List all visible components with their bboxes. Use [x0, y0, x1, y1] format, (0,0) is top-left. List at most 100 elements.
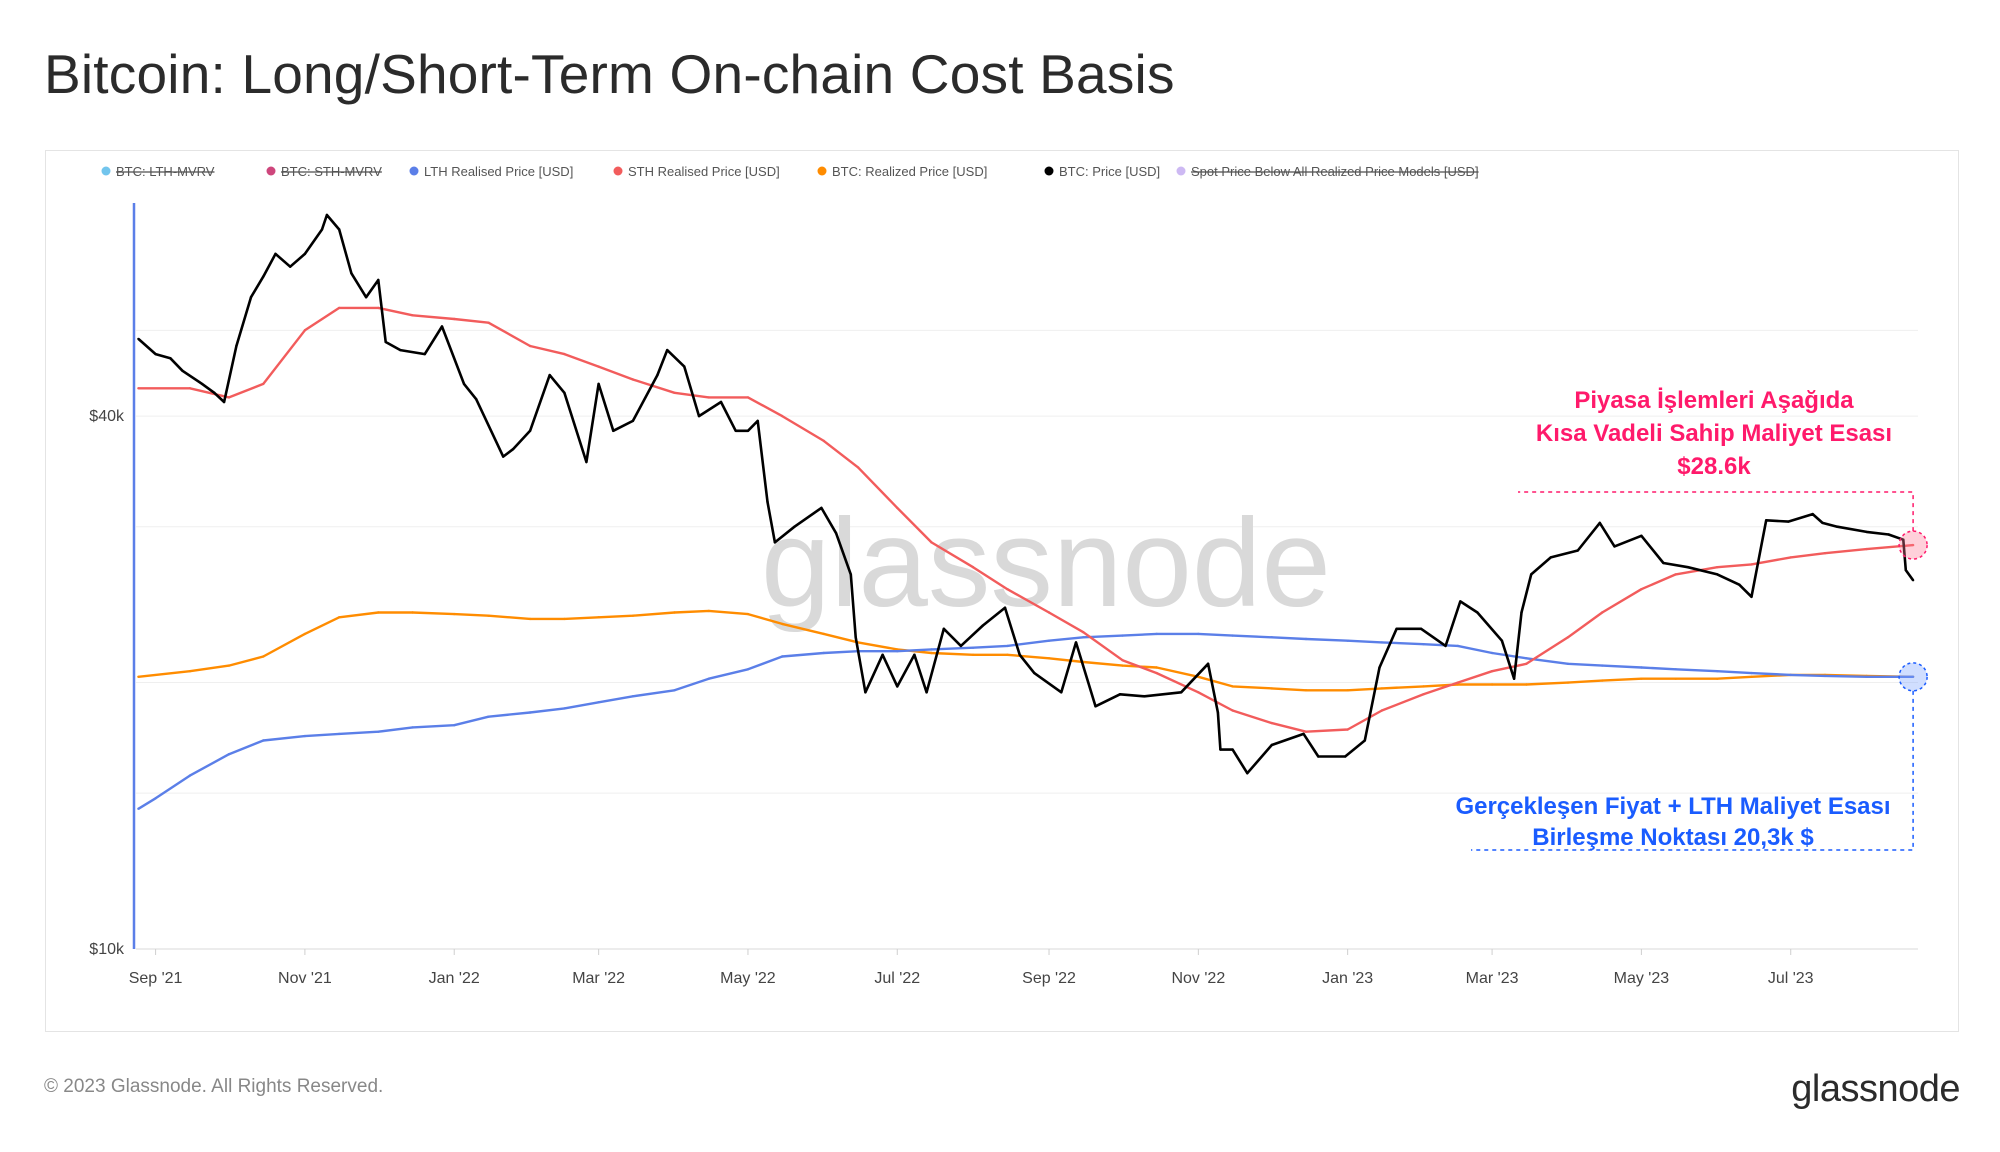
data-point: [1750, 563, 1753, 566]
data-point: [673, 689, 676, 692]
data-point: [1231, 748, 1234, 751]
data-point: [1789, 673, 1792, 677]
data-point: [338, 616, 341, 619]
data-point: [303, 329, 307, 332]
x-tick-label: Sep '21: [129, 970, 183, 987]
data-point: [377, 306, 380, 310]
data-point: [411, 726, 414, 729]
data-point: [1911, 543, 1915, 547]
data-point: [1738, 583, 1741, 586]
data-point: [1640, 588, 1643, 591]
data-point: [502, 455, 505, 458]
data-point: [1231, 709, 1234, 712]
data-point: [303, 734, 307, 738]
y-tick-label: $10k: [89, 941, 125, 958]
data-point: [1500, 639, 1504, 642]
data-point: [766, 500, 769, 504]
data-point: [528, 711, 532, 714]
data-point: [462, 382, 466, 386]
sth-realised-price-line: [138, 306, 1914, 733]
data-point: [1576, 549, 1580, 552]
data-point: [1640, 666, 1643, 669]
data-point: [1490, 670, 1494, 673]
data-point: [981, 624, 985, 627]
data-point: [1346, 689, 1349, 692]
legend-item[interactable]: BTC: Price [USD]: [1044, 164, 1161, 179]
data-point: [1380, 687, 1384, 690]
data-point: [1789, 556, 1792, 559]
y-tick-label: $40k: [89, 408, 125, 425]
data-point: [188, 774, 192, 777]
data-point: [822, 651, 825, 655]
legend-item[interactable]: Spot Price Below All Realized Price Mode…: [1176, 164, 1479, 179]
x-tick-label: Jul '23: [1768, 970, 1814, 987]
data-point: [1304, 637, 1308, 641]
data-point: [320, 228, 324, 231]
data-point: [1444, 644, 1447, 648]
data-point: [1302, 732, 1305, 736]
data-point: [1716, 573, 1719, 576]
series: [137, 213, 1915, 810]
data-point: [1904, 568, 1908, 572]
data-point: [925, 691, 928, 694]
data-point: [781, 414, 784, 418]
data-point: [1765, 519, 1768, 522]
data-point: [1640, 534, 1643, 537]
data-point: [222, 400, 226, 404]
data-point: [1566, 681, 1570, 684]
x-tick-label: Nov '22: [1171, 970, 1225, 987]
data-point: [1155, 666, 1158, 669]
lth-annotation-text: Birleşme Noktası 20,3k $: [1532, 824, 1814, 851]
data-point: [1344, 755, 1347, 758]
data-point: [1662, 561, 1665, 565]
data-point: [746, 429, 750, 432]
x-tick-label: Mar '23: [1466, 970, 1519, 987]
data-point: [1216, 711, 1220, 714]
data-point: [631, 614, 635, 617]
data-point: [227, 396, 231, 399]
x-tick-label: Jan '23: [1322, 970, 1373, 987]
data-point: [1422, 685, 1425, 688]
data-point: [1219, 748, 1222, 751]
legend-item[interactable]: LTH Realised Price [USD]: [409, 164, 574, 179]
data-point: [1270, 636, 1274, 639]
legend-item[interactable]: BTC: Realized Price [USD]: [817, 164, 988, 179]
data-point: [377, 730, 380, 733]
x-tick-label: May '22: [720, 970, 776, 987]
legend-item[interactable]: BTC: LTH-MVRV: [101, 164, 215, 179]
data-point: [338, 306, 341, 310]
data-point: [930, 648, 933, 651]
data-point: [338, 732, 341, 736]
data-point: [1047, 657, 1051, 660]
data-point: [1811, 512, 1814, 516]
data-point: [563, 391, 566, 394]
data-point: [384, 340, 387, 344]
data-point: [597, 701, 600, 704]
legend-item[interactable]: BTC: STH-MVRV: [266, 164, 383, 179]
data-point: [930, 651, 933, 655]
data-point: [1750, 595, 1753, 598]
data-point: [1380, 641, 1384, 644]
data-point: [656, 373, 659, 377]
data-point: [631, 419, 635, 423]
data-point: [746, 612, 750, 616]
data-point: [377, 611, 380, 614]
data-point: [881, 653, 884, 656]
data-point: [274, 252, 277, 256]
data-point: [781, 655, 784, 658]
data-point: [1456, 644, 1460, 648]
legend-item[interactable]: STH Realised Price [USD]: [613, 164, 780, 179]
data-point: [440, 325, 444, 328]
footer-logo[interactable]: glassnode: [1791, 1068, 1960, 1110]
data-point: [1074, 641, 1078, 644]
data-point: [137, 337, 140, 341]
data-point: [896, 650, 899, 653]
data-point: [188, 387, 192, 390]
data-point: [1549, 556, 1553, 559]
data-point: [1395, 627, 1398, 630]
data-point: [528, 344, 532, 348]
data-point: [399, 348, 402, 352]
data-point: [548, 373, 551, 377]
data-point: [597, 616, 600, 619]
